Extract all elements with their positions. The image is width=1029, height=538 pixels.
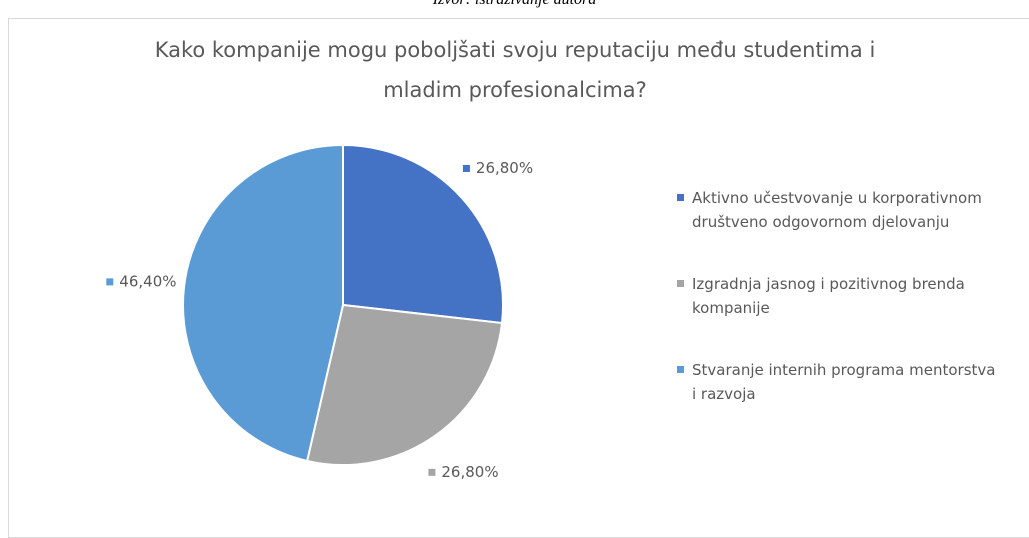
legend-entry: Aktivno učestvovanje u korporativnom dru… — [692, 189, 982, 231]
legend-swatch — [677, 280, 684, 287]
pie-slice — [342, 143, 504, 325]
chart-title: Kako kompanije mogu poboljšati svoju rep… — [154, 38, 876, 102]
pie-slice — [182, 143, 344, 463]
legend-entry: Stvaranje internih programa mentorstva i… — [692, 361, 996, 403]
data-label: 46,40% — [119, 272, 176, 290]
legend-swatch — [677, 194, 684, 201]
data-label: 26,80% — [441, 463, 498, 481]
label-marker — [462, 164, 470, 172]
legend-swatch — [677, 366, 684, 373]
label-marker — [106, 278, 114, 286]
chart: 26,80% 26,80% 46,40% — [106, 143, 533, 481]
data-label: 26,80% — [476, 159, 533, 177]
source-note: Izvor: istraživanje autora — [0, 0, 1029, 9]
label-marker — [428, 468, 436, 476]
pie-slice — [305, 303, 504, 466]
legend-entry: Izgradnja jasnog i pozitivnog brenda kom… — [692, 275, 965, 317]
